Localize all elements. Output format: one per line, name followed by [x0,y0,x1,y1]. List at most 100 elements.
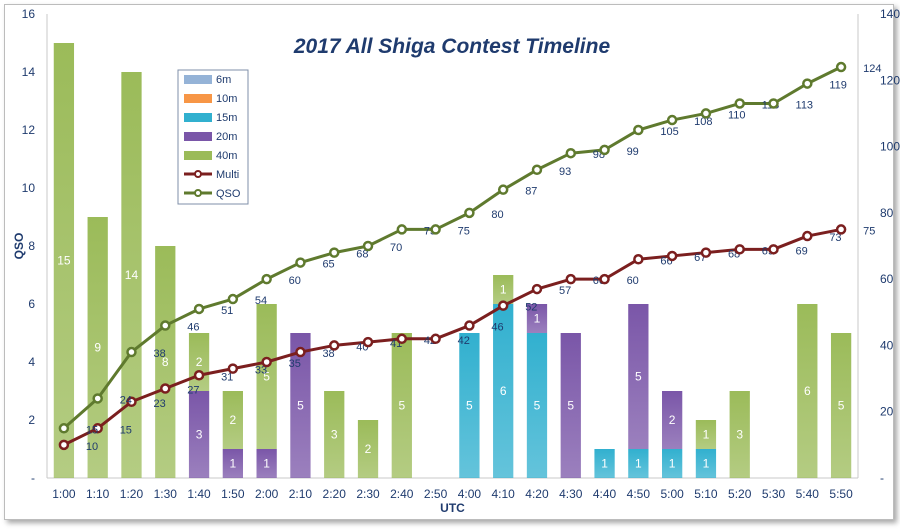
bar-20m-1-50 [222,449,243,478]
point-label-qso-2-20: 68 [356,249,368,261]
bar-40m-2-40 [391,333,412,478]
bar-20m-2-00 [256,449,277,478]
bar-40m-4-10 [493,275,514,304]
point-label-qso-2-30: 70 [390,242,402,254]
point-label-multi-5-20: 69 [762,245,774,257]
x-tick-label-1-50: 1:50 [221,487,245,501]
point-multi-5-50 [835,224,847,235]
bar-label-40m-2-20: 3 [331,428,338,442]
point-qso-5-00 [666,114,678,126]
bar-15m-4-50 [628,449,649,478]
x-tick-label-4-40: 4:40 [593,487,617,501]
y2-tick-label: 80 [880,206,894,220]
x-tick-label-5-40: 5:40 [796,487,820,501]
bar-label-40m-4-10: 1 [500,283,507,297]
x-tick-label-2-30: 2:30 [356,487,380,501]
line-multi [63,227,842,447]
point-label-qso-1-50: 54 [255,295,267,307]
bar-40m-1-10 [87,217,108,478]
x-tick-label-1-40: 1:40 [187,487,211,501]
point-qso-5-50 [835,61,847,73]
bar-label-15m-4-20: 5 [534,399,541,413]
point-label-multi-4-00: 46 [491,322,503,334]
bar-label-40m-5-50: 5 [838,399,845,413]
bar-label-15m-4-10: 6 [500,384,507,398]
point-label-qso-4-40: 99 [627,146,639,158]
bar-20m-4-20 [526,304,548,333]
x-tick-label-1-10: 1:10 [86,487,110,501]
bar-40m-2-20 [324,391,345,478]
point-multi-5-00 [666,250,678,262]
point-qso-1-00 [58,423,70,434]
y-tick-label: - [31,471,35,485]
point-qso-1-40 [193,303,205,315]
y2-tick-label: 20 [880,405,894,419]
bar-label-40m-5-10: 1 [703,428,710,442]
point-label-multi-1-30: 27 [187,385,199,397]
x-tick-label-1-20: 1:20 [120,487,144,501]
point-label-multi-5-50: 75 [863,225,875,237]
point-qso-1-30 [160,320,171,331]
point-label-qso-5-40: 119 [829,80,847,92]
point-label-qso-5-50: 124 [863,63,881,75]
point-label-qso-4-20: 93 [559,166,571,178]
line-qso [62,65,842,430]
y-tick-label: 10 [22,181,36,195]
legend-label-10m: 10m [216,93,237,105]
point-label-qso-5-10: 110 [728,109,746,121]
x-tick-label-2-10: 2:10 [289,487,313,501]
point-qso-2-10 [295,257,306,268]
bar-40m-1-20 [121,72,142,478]
y-tick-label: 8 [28,239,35,253]
point-qso-4-20 [531,164,543,176]
point-qso-1-50 [227,293,239,305]
point-label-multi-4-20: 57 [559,285,571,297]
bar-40m-1-00 [53,43,75,478]
bar-15m-4-10 [493,304,514,478]
bar-label-40m-1-00: 15 [57,254,71,268]
y2-tick-label: 120 [880,73,900,87]
point-multi-1-50 [227,363,239,374]
bar-label-40m-2-40: 5 [398,399,405,413]
point-multi-4-20 [531,283,543,295]
x-tick-label-4-30: 4:30 [559,487,583,501]
point-label-qso-2-10: 65 [322,259,334,271]
bar-label-40m-1-10: 9 [94,341,101,355]
x-tick-label-5-50: 5:50 [829,487,853,501]
point-multi-5-30 [768,244,779,255]
legend-label-40m: 40m [216,150,237,162]
point-multi-4-30 [565,273,577,285]
point-label-multi-5-40: 73 [829,232,841,244]
point-qso-1-10 [92,393,103,404]
point-label-qso-4-00: 80 [491,209,503,221]
bar-label-40m-1-50: 2 [230,413,237,427]
y-tick-label: 6 [28,297,35,311]
y2-tick-label: 40 [880,338,894,352]
y-tick-label: 4 [28,355,35,369]
bar-label-20m-2-10: 5 [297,399,304,413]
point-qso-2-40 [396,224,408,235]
point-label-multi-2-00: 35 [289,358,301,370]
y-tick-label: 14 [22,65,36,79]
point-qso-2-20 [328,247,340,258]
bar-15m-4-00 [459,333,480,478]
legend-swatch-20m [184,132,212,141]
point-label-multi-1-00: 10 [86,441,98,453]
bar-40m-1-50 [222,391,243,449]
bar-label-15m-4-00: 5 [466,399,473,413]
bar-15m-5-10 [695,449,717,478]
point-qso-5-10 [700,108,712,119]
point-multi-4-40 [599,273,610,285]
point-label-qso-5-30: 113 [796,99,814,111]
bar-20m-2-10 [290,333,311,478]
legend-swatch-40m [184,151,212,160]
point-qso-2-00 [261,273,272,285]
y-tick-label: 16 [22,7,36,21]
point-label-multi-4-10: 52 [525,302,537,314]
bar-label-40m-2-30: 2 [365,442,372,456]
bar-15m-4-20 [526,333,548,478]
legend-label-6m: 6m [216,74,231,86]
x-tick-label-4-20: 4:20 [525,487,549,501]
point-qso-4-00 [464,207,475,219]
point-label-multi-1-20: 23 [153,398,165,410]
